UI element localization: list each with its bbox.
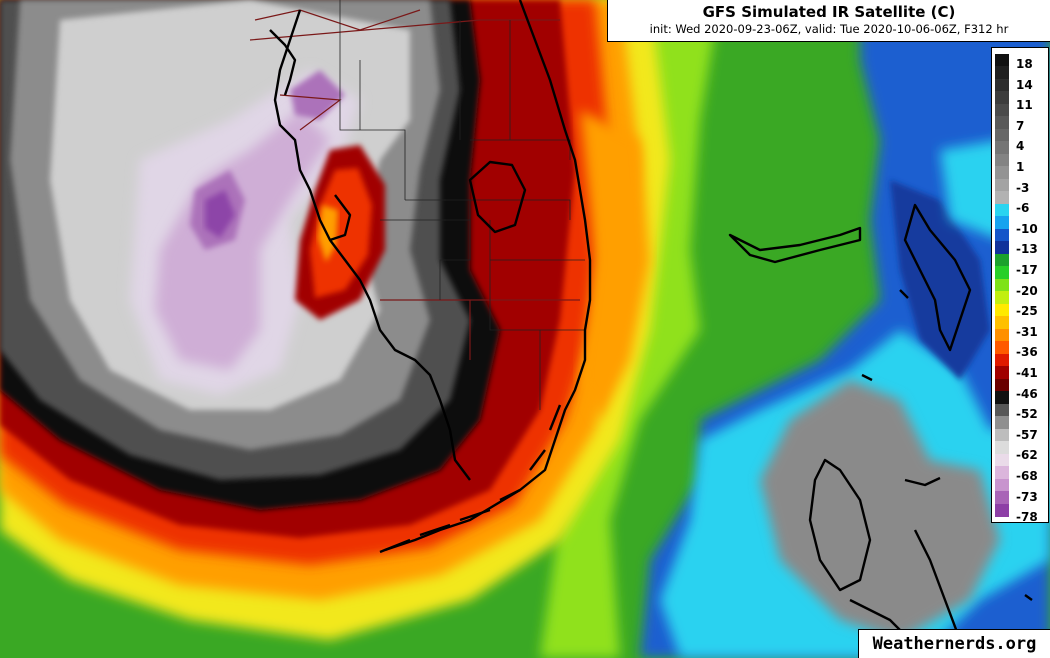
colorbar-swatch bbox=[995, 341, 1009, 355]
colorbar-tick-label: 18 bbox=[1016, 57, 1033, 71]
colorbar-tick-label: -6 bbox=[1016, 201, 1030, 216]
colorbar-swatch bbox=[995, 91, 1009, 105]
colorbar-swatch bbox=[995, 366, 1009, 380]
small-cay-2 bbox=[899, 289, 909, 299]
title-box: GFS Simulated IR Satellite (C) init: Wed… bbox=[607, 0, 1050, 42]
small-cay-1 bbox=[861, 373, 873, 382]
colorbar-swatch bbox=[995, 303, 1009, 317]
colorbar-swatch bbox=[995, 378, 1009, 392]
grand-bahama-outline bbox=[728, 226, 862, 264]
colorbar-swatch bbox=[995, 316, 1009, 330]
colorbar-swatch bbox=[995, 478, 1009, 492]
state-boundaries bbox=[249, 9, 580, 360]
colorbar-swatch bbox=[995, 78, 1009, 93]
eleuthera-outline bbox=[904, 476, 941, 487]
colorbar-swatch bbox=[995, 416, 1009, 430]
colorbar-swatch bbox=[995, 503, 1009, 517]
colorbar-tick-label: 4 bbox=[1016, 139, 1025, 154]
colorbar-swatch bbox=[995, 278, 1009, 292]
colorbar-swatch bbox=[995, 253, 1009, 267]
colorbar-tick-label: -73 bbox=[1016, 489, 1038, 504]
storm-core-lavender bbox=[155, 110, 330, 370]
colorbar-swatch bbox=[995, 466, 1009, 480]
colorbar-swatch bbox=[995, 266, 1009, 280]
colorbar-tick-label: 1 bbox=[1016, 160, 1025, 174]
small-cay-3 bbox=[1024, 594, 1033, 601]
colorbar-swatch bbox=[995, 228, 1009, 242]
colorbar-swatch bbox=[995, 141, 1009, 155]
colorbar-swatch bbox=[995, 491, 1009, 505]
storm-core-purple-north bbox=[290, 70, 345, 120]
colorbar-swatch bbox=[995, 353, 1009, 367]
colorbar-tick-label: -68 bbox=[1016, 469, 1038, 483]
colorbar-tick-label: -57 bbox=[1016, 427, 1038, 442]
colorbar-tick-label: -62 bbox=[1016, 448, 1038, 463]
map-subtitle: init: Wed 2020-09-23-06Z, valid: Tue 202… bbox=[649, 22, 1009, 36]
colorbar-swatch bbox=[995, 178, 1009, 192]
colorbar-tick-label: -36 bbox=[1016, 345, 1038, 360]
florida-keys-coast bbox=[379, 404, 562, 554]
colorbar-swatch bbox=[995, 428, 1009, 442]
colorbar-swatch bbox=[995, 328, 1009, 342]
colorbar-tick-label: -31 bbox=[1016, 324, 1038, 339]
colorbar-swatch bbox=[995, 403, 1009, 417]
colorbar-swatch bbox=[995, 241, 1009, 255]
colorbar-tick-label: -52 bbox=[1016, 407, 1038, 422]
tampa-bay bbox=[269, 29, 297, 96]
abaco-outline bbox=[903, 203, 972, 352]
charlotte-harbor bbox=[329, 194, 352, 242]
colorbar-swatch bbox=[995, 191, 1009, 205]
colorbar-swatch bbox=[995, 66, 1009, 80]
colorbar-swatch bbox=[995, 116, 1009, 130]
colorbar-tick-label: 14 bbox=[1016, 77, 1033, 92]
temperature-colorbar: 18 14 11 7 4 1 -3 -6 -10 -13 -17 -20 -25 -31 -36 -41 -46… bbox=[991, 47, 1049, 523]
colorbar-tick-label: -20 bbox=[1016, 283, 1038, 298]
colorbar-swatch bbox=[995, 153, 1009, 167]
storm-core-deep-purple bbox=[205, 190, 235, 238]
colorbar-swatch bbox=[995, 203, 1009, 217]
colorbar-tick-label: 7 bbox=[1016, 118, 1025, 133]
colorbar-swatch bbox=[995, 216, 1009, 230]
colorbar-swatch bbox=[995, 291, 1009, 305]
east-grey-cloud bbox=[760, 380, 1000, 640]
colorbar-tick-label: -10 bbox=[1016, 221, 1038, 236]
colorbar-swatch bbox=[995, 166, 1009, 180]
colorbar-tick-label: -3 bbox=[1016, 180, 1030, 195]
colorbar-swatch bbox=[995, 103, 1009, 118]
colorbar-tick-label: -78 bbox=[1016, 510, 1038, 525]
colorbar-swatch bbox=[995, 54, 1009, 68]
colorbar-swatch bbox=[995, 453, 1009, 467]
exuma-outline bbox=[913, 529, 962, 641]
map-title: GFS Simulated IR Satellite (C) bbox=[702, 3, 956, 21]
andros-outline bbox=[808, 458, 872, 592]
convective-cell-red bbox=[310, 168, 372, 298]
watermark: Weathernerds.org bbox=[858, 629, 1050, 658]
colorbar-tick-label: 11 bbox=[1016, 98, 1033, 113]
colorbar-swatch bbox=[995, 391, 1009, 405]
colorbar-tick-label: -25 bbox=[1016, 304, 1038, 319]
florida-west-coast bbox=[273, 9, 471, 481]
colorbar-tick-label: -13 bbox=[1016, 242, 1038, 257]
orange-plume-east-coast bbox=[580, 110, 650, 420]
colorbar-tick-label: -41 bbox=[1016, 366, 1038, 380]
colorbar-tick-label: -17 bbox=[1016, 263, 1038, 277]
colorbar-tick-label: -46 bbox=[1016, 386, 1038, 401]
coastlines bbox=[269, 0, 592, 554]
colorbar-swatch bbox=[995, 441, 1009, 455]
lake-okeechobee bbox=[468, 160, 527, 234]
east-dark-blue-streak bbox=[890, 180, 990, 380]
county-lines bbox=[339, 0, 585, 410]
colorbar-swatch bbox=[995, 128, 1009, 142]
